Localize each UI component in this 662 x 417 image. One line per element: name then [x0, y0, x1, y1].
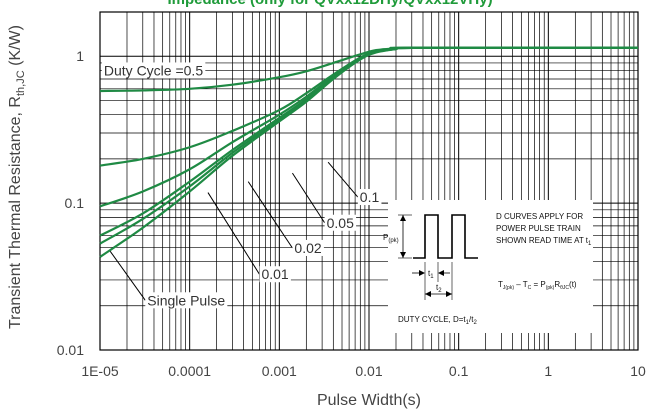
leader-line-2 — [292, 172, 326, 224]
leader-line-3 — [247, 181, 293, 249]
t1-label: t1 — [428, 269, 434, 280]
inset-note-line3-main: SHOWN READ TIME AT t — [496, 236, 589, 245]
x-tick-label: 1 — [544, 363, 552, 379]
t2-label-sub: 2 — [438, 288, 442, 294]
curve-label-5: Single Pulse — [147, 292, 225, 308]
curve-label-1: 0.1 — [360, 189, 380, 205]
duty-slash: /t — [469, 315, 474, 324]
formula-minus-t: – T — [514, 280, 528, 289]
y-tick-label: 1 — [76, 48, 84, 64]
t2-arrows — [425, 291, 452, 297]
curve-label-bg-1 — [357, 189, 382, 206]
y-axis-label-sub: th,JC — [15, 70, 27, 96]
inset-diagram: P(pk) t1 t2 DUTY CYCLE, D=t1/t2 D CURVES… — [383, 200, 593, 333]
leader-line-4 — [207, 192, 260, 275]
formula-thetajc: θJC — [560, 285, 569, 291]
x-tick-label: 0.0001 — [168, 363, 211, 379]
formula-c: C — [528, 285, 532, 291]
curve-label-0: Duty Cycle =0.5 — [104, 62, 203, 78]
ppk-label: P(pk) — [383, 233, 399, 244]
duty-cycle-text: DUTY CYCLE, D=t1/t2 — [398, 315, 477, 326]
t1-arrow-left-head — [419, 270, 425, 276]
formula-pk: (pk) — [546, 285, 555, 291]
y-tick-label: 0.1 — [65, 195, 85, 211]
formula-t: T — [498, 280, 503, 289]
curve-label-2: 0.05 — [327, 215, 354, 231]
x-tick-label: 0.1 — [449, 363, 469, 379]
curve-label-3: 0.02 — [294, 240, 321, 256]
t1-label-sub: 1 — [430, 274, 434, 280]
duty-sub1: 1 — [466, 320, 470, 326]
curve-label-bg-3 — [292, 239, 324, 256]
curve-label-4: 0.01 — [261, 266, 288, 282]
duty-sub2: 2 — [473, 320, 477, 326]
ppk-label-main: P — [383, 233, 388, 242]
curve-label-bg-2 — [324, 214, 357, 231]
formula-t-paren: (t) — [569, 280, 577, 289]
y-tick-label: 0.01 — [57, 342, 84, 358]
t1-label-main: t — [428, 269, 431, 278]
curve-label-bg-0 — [101, 62, 206, 79]
duty-text-main: DUTY CYCLE, D=t — [398, 315, 466, 324]
inset-note-line1: D CURVES APPLY FOR — [496, 212, 583, 221]
inset-formula: TJ(pk) – TC = P(pk)RθJC(t) — [498, 280, 577, 291]
ppk-label-sub: (pk) — [388, 238, 398, 244]
x-tick-label: 1E-05 — [81, 363, 119, 379]
y-axis-label: Transient Thermal Resistance, Rth,JC (K/… — [7, 25, 27, 329]
y-axis-label-unit: (K/W) — [7, 25, 24, 70]
series-lines — [99, 46, 639, 258]
inset-note-line3-sub: 1 — [588, 241, 592, 247]
formula-eq-p: = P — [531, 280, 545, 289]
leader-line-1 — [327, 161, 359, 198]
pulse-train-waveform — [413, 214, 478, 259]
curve-label-bg-5 — [145, 292, 228, 309]
x-tick-label: 0.01 — [355, 363, 382, 379]
x-axis-label: Pulse Width(s) — [317, 392, 421, 409]
t2-label-main: t — [436, 283, 439, 292]
x-tick-label: 10 — [630, 363, 646, 379]
inset-note-line3: SHOWN READ TIME AT t1 — [496, 236, 592, 247]
series-line-5 — [99, 46, 639, 258]
plot-frame — [99, 11, 639, 351]
formula-r: R — [554, 280, 560, 289]
formula-jpk: J(pk) — [503, 285, 514, 291]
t2-label: t2 — [436, 283, 442, 294]
curve-label-bg-4 — [259, 266, 291, 283]
inset-background — [388, 200, 593, 333]
y-axis-label-main: Transient Thermal Resistance, R — [7, 96, 24, 329]
t1-arrow-right-head — [438, 270, 444, 276]
x-tick-label: 0.001 — [262, 363, 297, 379]
inset-note-line2: POWER PULSE TRAIN — [496, 224, 581, 233]
curve-labels: Duty Cycle =0.5 0.1 0.05 0.02 0.01 Single Pul… — [101, 62, 382, 309]
chart-title: Impedance (only for QVxx12DHy/QVxx12VHy) — [167, 0, 492, 8]
tick-labels: 1E-05 0.0001 0.001 0.01 0.1 1 10 0.01 0.1 1 — [57, 48, 646, 379]
leader-line-5 — [109, 250, 146, 301]
